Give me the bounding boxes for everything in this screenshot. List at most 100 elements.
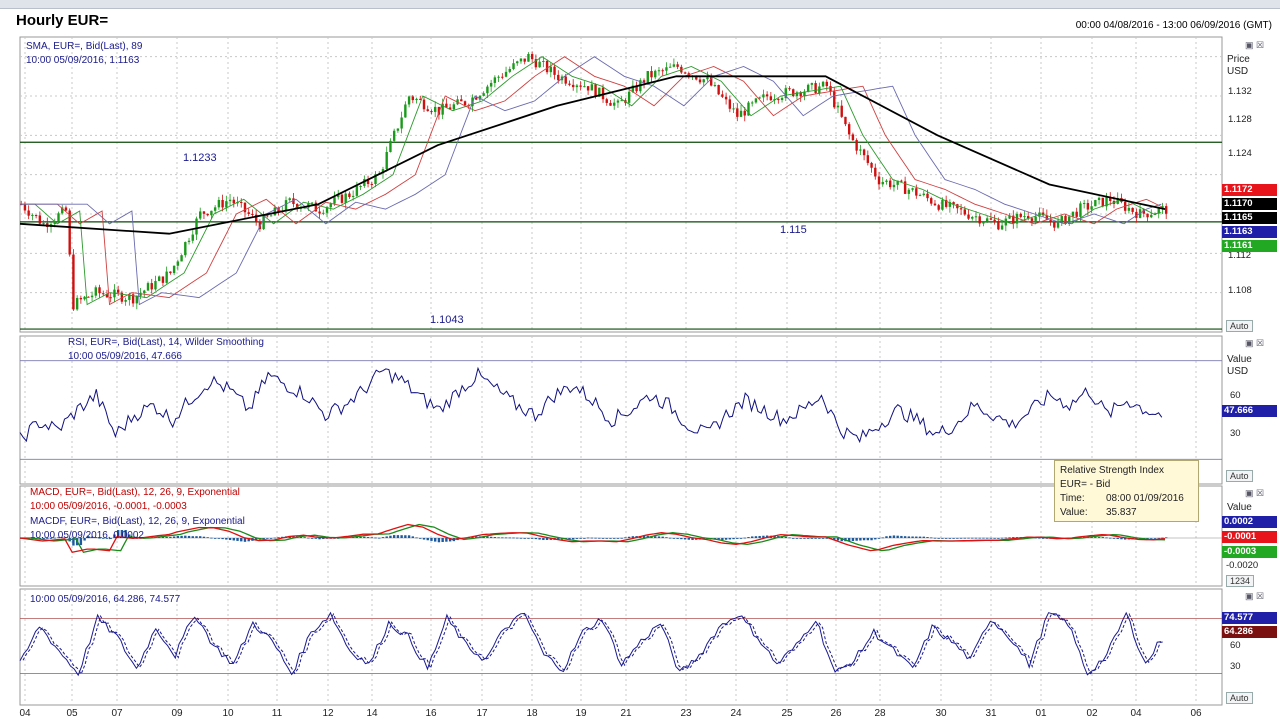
- candle-body: [57, 213, 60, 222]
- rsi-tooltip: Relative Strength Index EUR= - Bid Time:…: [1054, 460, 1199, 522]
- macd-histogram-bar: [1038, 537, 1041, 539]
- candle-body: [654, 70, 657, 78]
- macd-histogram-bar: [594, 537, 597, 539]
- macd-histogram-bar: [534, 538, 538, 540]
- candle-body: [131, 294, 135, 304]
- candle-body: [273, 207, 277, 216]
- candle-body: [866, 155, 870, 163]
- macd-histogram-bar: [292, 536, 295, 538]
- macd-histogram-bar: [430, 538, 433, 541]
- candle-body: [213, 207, 217, 211]
- candle-body: [534, 59, 538, 68]
- candle-body: [31, 215, 34, 217]
- macd-histogram-bar: [1109, 537, 1112, 539]
- macd-label-line2: 10:00 05/09/2016, -0.0001, -0.0003: [30, 501, 187, 512]
- candle-body: [337, 194, 340, 198]
- x-tick-label: 17: [476, 708, 488, 719]
- candle-body: [1142, 209, 1146, 214]
- candle-body: [695, 75, 698, 80]
- macd-histogram-bar: [997, 538, 1000, 539]
- candle-body: [579, 85, 582, 87]
- candle-body: [527, 54, 530, 62]
- candle-body: [128, 294, 131, 300]
- candle-body: [810, 83, 814, 85]
- macd-lines: [19, 523, 1222, 554]
- macd-signal-box: -0.0003: [1222, 546, 1277, 558]
- macd-histogram-bar: [1157, 537, 1160, 539]
- candle-body: [713, 85, 717, 87]
- price-tick: 1.132: [1228, 86, 1252, 97]
- candle-body: [792, 89, 795, 97]
- tooltip-value-value: 35.837: [1106, 507, 1137, 518]
- macd-histogram-bar: [1041, 538, 1045, 539]
- candle-body: [460, 99, 463, 102]
- candle-body: [1053, 221, 1056, 228]
- stoch-auto-button[interactable]: Auto: [1226, 692, 1253, 704]
- candle-body: [381, 169, 385, 174]
- candle-body: [228, 199, 232, 202]
- macd-histogram-bar: [982, 537, 985, 539]
- macd-histogram-bar: [851, 538, 855, 541]
- macd-histogram-bar: [206, 537, 209, 539]
- macd-histogram-bar: [792, 538, 795, 539]
- macd-histogram-bar: [583, 538, 586, 539]
- candle-body: [445, 103, 448, 108]
- macd-histogram-bar: [642, 535, 646, 538]
- x-tick-label: 10: [222, 708, 234, 719]
- macd-histogram-bar: [836, 538, 840, 541]
- candle-body: [847, 124, 851, 135]
- macd-histogram-bar: [668, 537, 672, 539]
- candle-body: [404, 104, 407, 118]
- candle-body: [918, 195, 922, 197]
- macd-hist-box: 0.0002: [1222, 516, 1277, 528]
- candle-body: [1105, 197, 1108, 207]
- candle-body: [803, 91, 806, 97]
- price-panel-buttons[interactable]: ▣ ☒: [1245, 40, 1265, 50]
- macd-histogram-bar: [892, 535, 896, 538]
- candle-body: [1135, 211, 1138, 218]
- macd-panel-buttons[interactable]: ▣ ☒: [1245, 488, 1265, 498]
- macd-histogram-bar: [411, 536, 415, 538]
- macd-histogram-bar: [225, 538, 228, 540]
- macd-histogram-bar: [493, 537, 497, 538]
- candle-body: [751, 102, 754, 104]
- macd-histogram-bar: [199, 536, 202, 538]
- rsi-series: [19, 366, 1163, 444]
- candle-body: [1150, 214, 1153, 218]
- candle-body: [598, 87, 601, 97]
- candle-body: [266, 215, 269, 217]
- candle-body: [631, 85, 635, 92]
- macd-histogram-bar: [930, 537, 933, 539]
- stoch-k-line: [19, 611, 1162, 677]
- macd-histogram-bar: [1112, 538, 1116, 539]
- macd-histogram-bar: [1015, 537, 1019, 538]
- macd-histogram-bar: [586, 537, 590, 539]
- price-auto-button[interactable]: Auto: [1226, 320, 1253, 332]
- candle-body: [508, 69, 511, 72]
- candle-body: [180, 255, 183, 262]
- macd-histogram-bar: [1045, 538, 1049, 539]
- candle-body: [23, 204, 27, 211]
- candle-body: [825, 81, 829, 87]
- macd-histogram-bar: [124, 529, 127, 538]
- sma-third-line: [20, 56, 1162, 306]
- macd-histogram-bar: [42, 538, 45, 540]
- macd-histogram-bar: [911, 536, 914, 538]
- candle-body: [501, 76, 504, 78]
- macd-histogram-bar: [598, 537, 601, 539]
- stoch-d-line: [22, 612, 1165, 676]
- candle-body: [329, 203, 332, 208]
- macd-histogram-bar: [422, 538, 426, 540]
- candle-body: [974, 216, 978, 218]
- macd-histogram-bar: [508, 537, 511, 539]
- macd-histogram-bar: [273, 537, 277, 539]
- rsi-auto-button[interactable]: Auto: [1226, 470, 1253, 482]
- rsi-panel-buttons[interactable]: ▣ ☒: [1245, 338, 1265, 348]
- macd-histogram-bar: [172, 536, 176, 538]
- candle-body: [83, 296, 86, 300]
- price-tick: 1.108: [1228, 285, 1252, 296]
- macd-histogram-bar: [116, 530, 120, 538]
- macd-histogram-bar: [747, 537, 750, 538]
- stoch-panel-buttons[interactable]: ▣ ☒: [1245, 591, 1265, 601]
